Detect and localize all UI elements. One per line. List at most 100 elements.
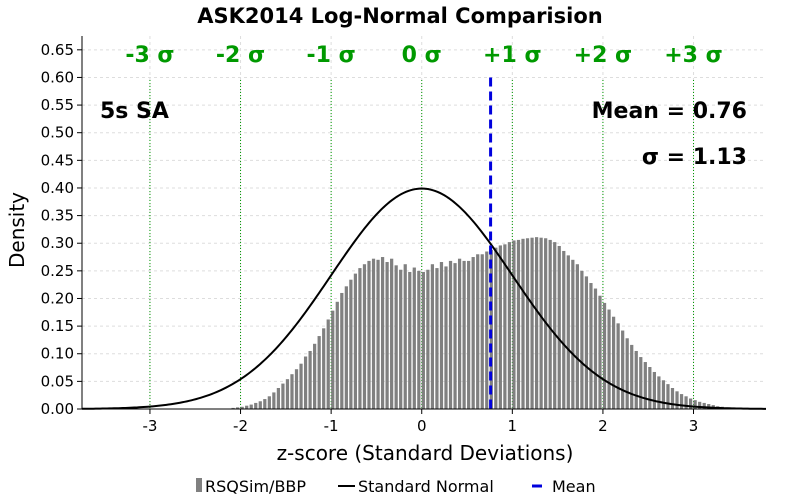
- histogram-bar: [648, 367, 652, 409]
- histogram-bar: [525, 238, 530, 409]
- y-tick-label: 0.00: [41, 400, 74, 418]
- histogram-bar: [698, 401, 702, 409]
- histogram-bar: [457, 258, 462, 409]
- histogram-bar: [534, 237, 539, 409]
- histogram-bar: [657, 376, 661, 409]
- histogram-bar: [249, 404, 253, 409]
- histogram-bar: [593, 288, 598, 409]
- histogram-bar: [602, 302, 607, 409]
- x-tick-label: -2: [233, 417, 248, 435]
- histogram-bar: [421, 271, 425, 409]
- histogram-bar: [688, 398, 693, 409]
- y-tick-label: 0.45: [41, 151, 74, 169]
- histogram-bar: [340, 292, 344, 409]
- histogram-bar: [634, 350, 638, 409]
- histogram-bar: [435, 268, 439, 409]
- x-tick-label: 1: [508, 417, 518, 435]
- histogram-bar: [503, 244, 507, 409]
- y-tick-label: 0.20: [41, 289, 74, 307]
- histogram-bar: [598, 295, 602, 409]
- histogram-bar: [539, 237, 543, 409]
- histogram-bar: [643, 362, 647, 409]
- histogram-bar: [639, 357, 643, 409]
- x-tick-label: 2: [598, 417, 608, 435]
- histogram-bar: [417, 270, 421, 409]
- x-tick-label: 3: [689, 417, 699, 435]
- y-tick-label: 0.60: [41, 68, 74, 86]
- histogram-bar: [390, 258, 394, 409]
- histogram-bar: [313, 343, 317, 409]
- x-tick-label: 0: [417, 417, 427, 435]
- histogram-bar: [426, 269, 430, 409]
- histogram-bar: [630, 344, 634, 409]
- histogram-bar: [666, 384, 670, 409]
- histogram-bar: [702, 402, 706, 409]
- histogram-bar: [621, 330, 625, 409]
- histogram-bar: [380, 257, 385, 409]
- mean-annotation: Mean = 0.76: [592, 99, 747, 124]
- histogram-bar: [476, 254, 480, 409]
- axes: [81, 36, 766, 410]
- histogram-bar: [530, 237, 534, 409]
- histogram-bar: [267, 396, 271, 409]
- legend-label-mean: Mean: [552, 477, 596, 496]
- histogram-bar: [498, 245, 502, 409]
- histogram-bar: [553, 242, 557, 409]
- histogram-bar: [489, 249, 493, 409]
- histogram-bar: [693, 400, 697, 409]
- histogram-bar: [399, 269, 403, 409]
- histogram-bar: [670, 388, 675, 409]
- histogram-bar: [371, 258, 376, 409]
- histogram-bar: [580, 270, 584, 409]
- histogram-bar: [661, 380, 666, 409]
- x-axis-label: z-score (Standard Deviations): [277, 441, 574, 465]
- curve-line: [81, 187, 767, 410]
- histogram-bar: [344, 286, 348, 409]
- y-tick-label: 0.15: [41, 317, 74, 335]
- period-annotation: 5s SA: [100, 99, 169, 124]
- histogram-bar: [349, 279, 353, 409]
- histogram-bar: [358, 268, 362, 409]
- histogram-bar: [480, 254, 484, 409]
- histogram-bar: [367, 260, 371, 409]
- histogram-bar: [281, 383, 285, 409]
- histogram-bar: [408, 271, 412, 409]
- histogram-bar: [240, 406, 244, 409]
- histogram-bar: [548, 239, 552, 409]
- histogram-bar: [566, 255, 570, 409]
- y-tick-label: 0.55: [41, 96, 74, 114]
- sigma-label: 0 σ: [402, 43, 442, 68]
- histogram-bar: [290, 374, 294, 409]
- standard-normal-curve: [81, 187, 767, 410]
- histogram-bar: [607, 309, 611, 409]
- histogram-bar: [611, 316, 616, 409]
- histogram-bar: [326, 319, 330, 409]
- sigma-lines: [149, 80, 695, 409]
- chart-title: ASK2014 Log-Normal Comparision: [197, 4, 602, 28]
- histogram-bar: [562, 250, 566, 409]
- histogram-bar: [494, 247, 498, 409]
- histogram-bar: [467, 260, 471, 409]
- x-tick-label: -3: [142, 417, 157, 435]
- histogram-bar: [299, 363, 303, 409]
- sigma-label: +3 σ: [664, 43, 723, 68]
- histogram-bar: [675, 391, 679, 409]
- histogram-bar: [245, 405, 249, 409]
- sigma-label: +2 σ: [574, 43, 633, 68]
- y-tick-label: 0.35: [41, 207, 74, 225]
- histogram-bar: [448, 260, 453, 409]
- sigma-labels: -3 σ -2 σ -1 σ 0 σ +1 σ +2 σ +3 σ: [125, 43, 722, 68]
- histogram-bar: [308, 350, 312, 409]
- histogram-bar: [294, 369, 299, 409]
- histogram-bar: [303, 356, 308, 409]
- histogram-bar: [521, 238, 525, 409]
- x-axis-ticks: -3 -2 -1 0 1 2 3: [142, 409, 698, 435]
- x-tick-label: -1: [324, 417, 339, 435]
- y-tick-label: 0.40: [41, 179, 74, 197]
- legend: RSQSim/BBP Standard Normal Mean: [196, 477, 596, 496]
- histogram-bar: [507, 242, 512, 409]
- histogram-bar: [258, 401, 262, 409]
- histogram-bar: [471, 257, 475, 409]
- sigma-label: -1 σ: [307, 43, 356, 68]
- histogram-bar: [557, 245, 561, 409]
